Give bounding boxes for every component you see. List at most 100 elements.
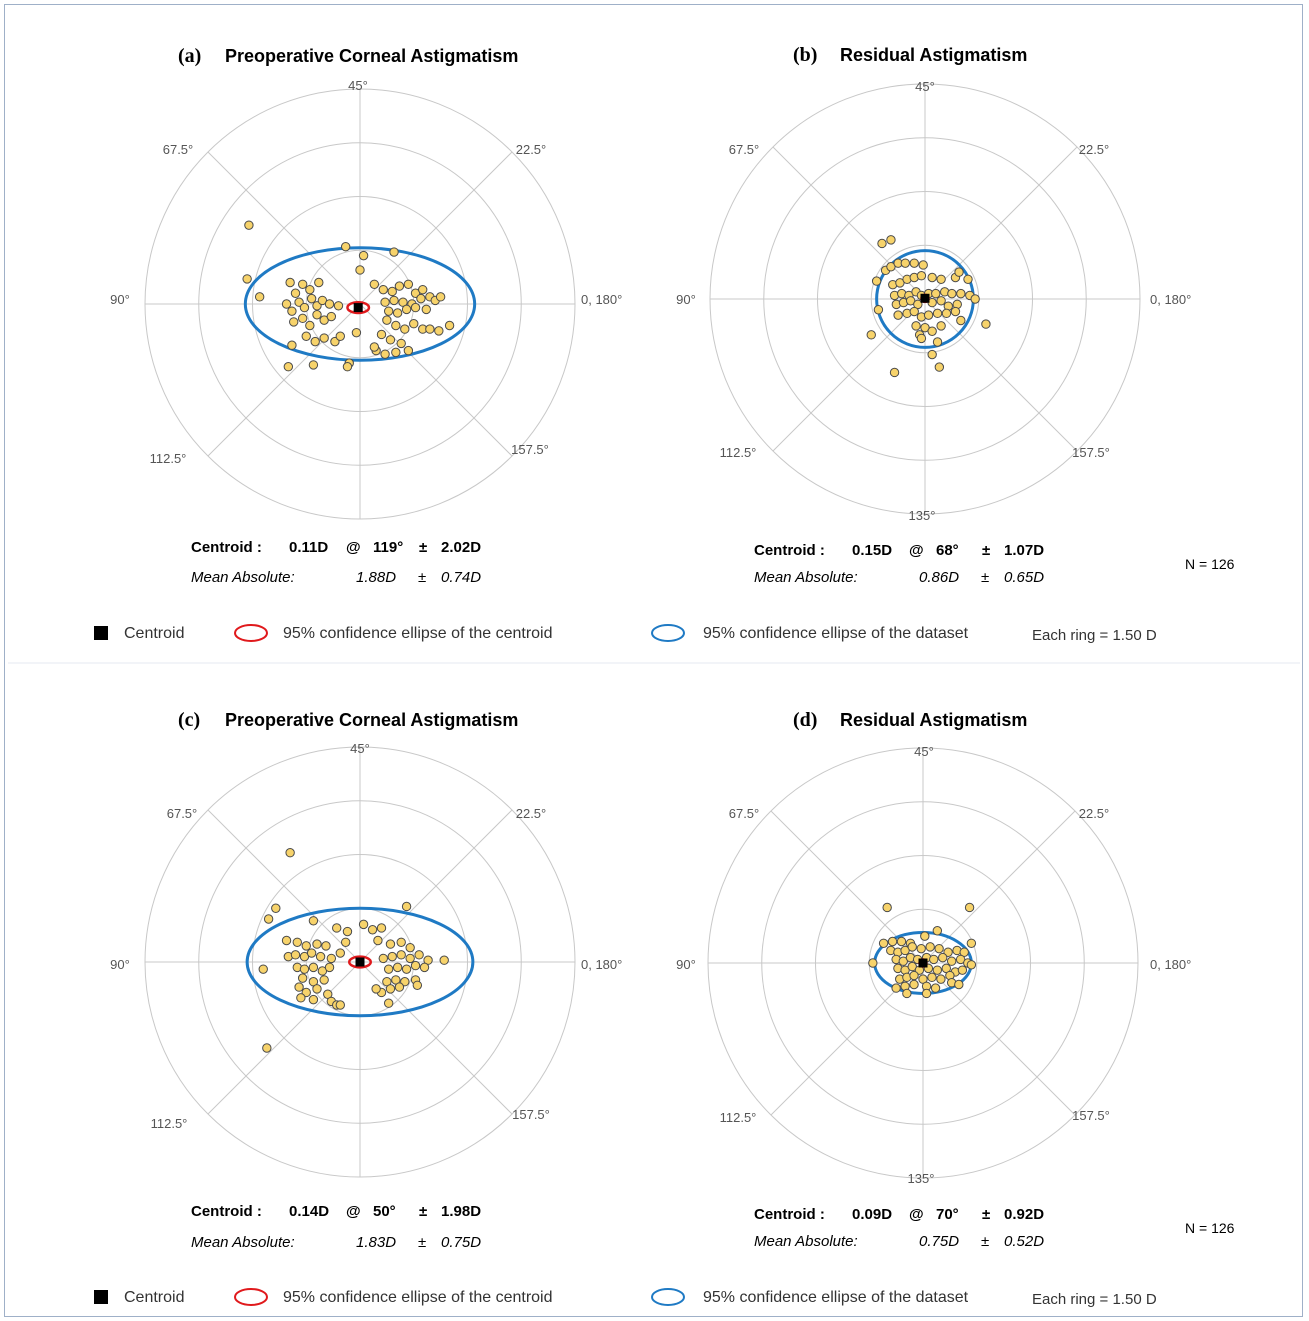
data-point	[934, 943, 944, 954]
data-point	[351, 327, 362, 338]
centroid-stat-value: 0.09D	[852, 1206, 892, 1223]
data-point	[920, 931, 930, 941]
data-point	[335, 1000, 345, 1010]
angle-label-bottom: 135°	[909, 508, 936, 523]
data-point	[290, 950, 301, 960]
angle-label-upper-left: 67.5°	[729, 142, 760, 157]
angle-label-bottom: 135°	[908, 1171, 935, 1186]
data-point	[927, 272, 937, 283]
data-point	[376, 329, 387, 340]
data-point	[405, 953, 415, 964]
centroid-stat-at: @	[909, 542, 924, 559]
data-point	[254, 292, 265, 302]
data-point	[315, 951, 326, 962]
data-point	[936, 974, 946, 984]
data-point	[873, 305, 884, 315]
angle-label-lower-left: 112.5°	[720, 445, 757, 460]
data-point	[287, 340, 297, 350]
data-point	[907, 942, 917, 952]
data-point	[932, 965, 943, 975]
angle-label-upper-right: 22.5°	[516, 142, 547, 157]
data-point	[410, 302, 421, 313]
legend-centroid-ellipse-label: 95% confidence ellipse of the centroid	[283, 1289, 553, 1306]
data-point	[378, 953, 388, 964]
data-point	[868, 958, 878, 968]
data-point	[871, 276, 882, 286]
data-point	[923, 310, 934, 320]
data-point	[400, 324, 410, 334]
dataset-confidence-ellipse	[243, 246, 477, 362]
data-point	[916, 943, 926, 954]
centroid-marker	[918, 958, 928, 968]
legend-centroid-swatch	[94, 1290, 108, 1304]
centroid-stat-pm: ±	[419, 1203, 427, 1220]
data-point	[956, 288, 966, 299]
data-point	[299, 302, 310, 313]
data-point	[927, 326, 937, 336]
data-point	[376, 923, 387, 933]
data-point	[927, 972, 937, 983]
data-point	[367, 925, 378, 935]
data-point	[263, 914, 274, 924]
data-point	[882, 902, 892, 913]
data-point	[385, 984, 396, 994]
angle-label-right: 0, 180°	[581, 957, 622, 972]
data-point	[934, 362, 945, 372]
angle-label-right: 0, 180°	[1150, 292, 1191, 307]
data-point	[378, 284, 388, 295]
angle-label-top: 45°	[350, 741, 370, 756]
data-point	[396, 338, 406, 349]
data-point	[383, 306, 394, 316]
data-point	[936, 321, 946, 331]
data-point	[308, 994, 319, 1005]
angle-label-lower-right: 157.5°	[1072, 445, 1110, 460]
data-point	[297, 313, 308, 324]
mean-absolute-value: 0.86D	[919, 569, 959, 586]
angle-label-right: 0, 180°	[1150, 957, 1191, 972]
centroid-marker	[353, 303, 363, 313]
data-point	[383, 998, 394, 1008]
data-point	[380, 349, 390, 359]
data-point	[925, 942, 935, 952]
legend-dataset-ellipse-swatch	[651, 1288, 685, 1306]
data-point	[387, 286, 397, 297]
data-point	[401, 964, 412, 974]
data-point	[401, 304, 412, 315]
data-point	[342, 926, 353, 937]
data-point	[396, 950, 406, 960]
data-point	[371, 984, 381, 994]
data-point	[342, 362, 353, 372]
mean-absolute-value: 0.75D	[919, 1233, 959, 1250]
data-point	[947, 288, 957, 299]
data-point	[373, 935, 383, 946]
data-point	[326, 953, 337, 964]
data-point	[946, 956, 957, 966]
data-point	[306, 293, 317, 304]
centroid-stat-angle: 68°	[936, 542, 959, 559]
data-point	[425, 324, 435, 334]
angle-label-left: 90°	[110, 957, 130, 972]
data-point	[297, 973, 308, 983]
data-point	[929, 954, 939, 965]
data-point	[285, 848, 295, 858]
data-point	[389, 295, 399, 306]
panel-label: (b)	[793, 44, 817, 66]
data-point	[391, 320, 401, 331]
data-point	[918, 260, 928, 270]
chart-panel-b: 45° 90° 0, 180° 67.5° 22.5° 112.5° 157.5° 135° (…	[676, 44, 1234, 586]
data-point	[403, 345, 414, 356]
data-point	[909, 979, 919, 990]
data-point	[385, 335, 396, 345]
centroid-stat-pm: ±	[419, 539, 427, 556]
data-point	[301, 331, 311, 341]
legend-centroid-label: Centroid	[124, 625, 184, 642]
data-point	[308, 916, 319, 926]
mean-absolute-pm: ±	[981, 569, 989, 586]
data-point	[369, 342, 380, 352]
data-point	[369, 279, 380, 289]
data-point	[416, 293, 426, 304]
centroid-stat-label: Centroid :	[754, 1206, 825, 1223]
data-point	[335, 948, 345, 958]
centroid-stat-sd: 1.07D	[1004, 542, 1044, 559]
data-point	[963, 274, 973, 284]
